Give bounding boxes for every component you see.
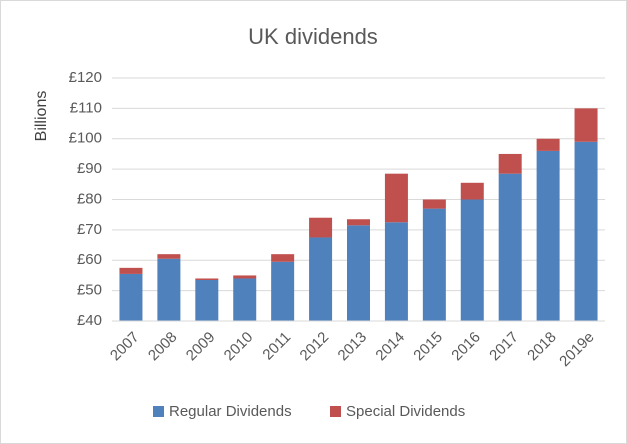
chart-title: UK dividends <box>248 24 378 49</box>
bar-segment <box>422 208 446 321</box>
bar-segment <box>384 222 408 321</box>
y-tick-label: £100 <box>69 130 102 147</box>
bar-segment <box>460 199 484 321</box>
y-tick-label: £110 <box>70 99 102 116</box>
bar-segment <box>422 199 446 209</box>
y-tick-label: £60 <box>77 251 102 268</box>
bar-segment <box>195 279 219 321</box>
bar-segment <box>157 254 181 259</box>
bar-segment <box>233 275 257 279</box>
bar-segment <box>157 258 181 321</box>
bar-segment <box>271 261 295 321</box>
legend-swatch <box>330 406 341 417</box>
y-tick-label: £40 <box>77 312 102 329</box>
y-tick-label: £50 <box>77 282 102 299</box>
bar-segment <box>309 217 333 238</box>
bar-segment <box>384 173 408 223</box>
bar-segment <box>574 141 598 321</box>
bar-segment <box>309 237 333 321</box>
legend-label: Special Dividends <box>346 403 465 420</box>
bar-segment <box>271 254 295 262</box>
bar-segment <box>498 173 522 321</box>
y-tick-label: £70 <box>77 221 102 238</box>
bar-segment <box>574 108 598 142</box>
bar-segment <box>536 150 560 321</box>
y-axis-label: Billions <box>33 91 50 142</box>
bar-segment <box>498 153 522 174</box>
y-tick-label: £120 <box>69 69 102 86</box>
legend-label: Regular Dividends <box>169 403 292 420</box>
bar-segment <box>119 267 143 274</box>
bar-segment <box>195 278 219 280</box>
bar-segment <box>536 138 560 151</box>
bar-segment <box>347 225 370 321</box>
bar-segment <box>233 278 257 321</box>
bar-segment <box>347 219 370 226</box>
y-tick-label: £90 <box>77 160 102 177</box>
y-tick-label: £80 <box>77 190 102 207</box>
bar-segment <box>119 273 143 321</box>
bar-segment <box>460 182 484 200</box>
legend-swatch <box>153 406 164 417</box>
